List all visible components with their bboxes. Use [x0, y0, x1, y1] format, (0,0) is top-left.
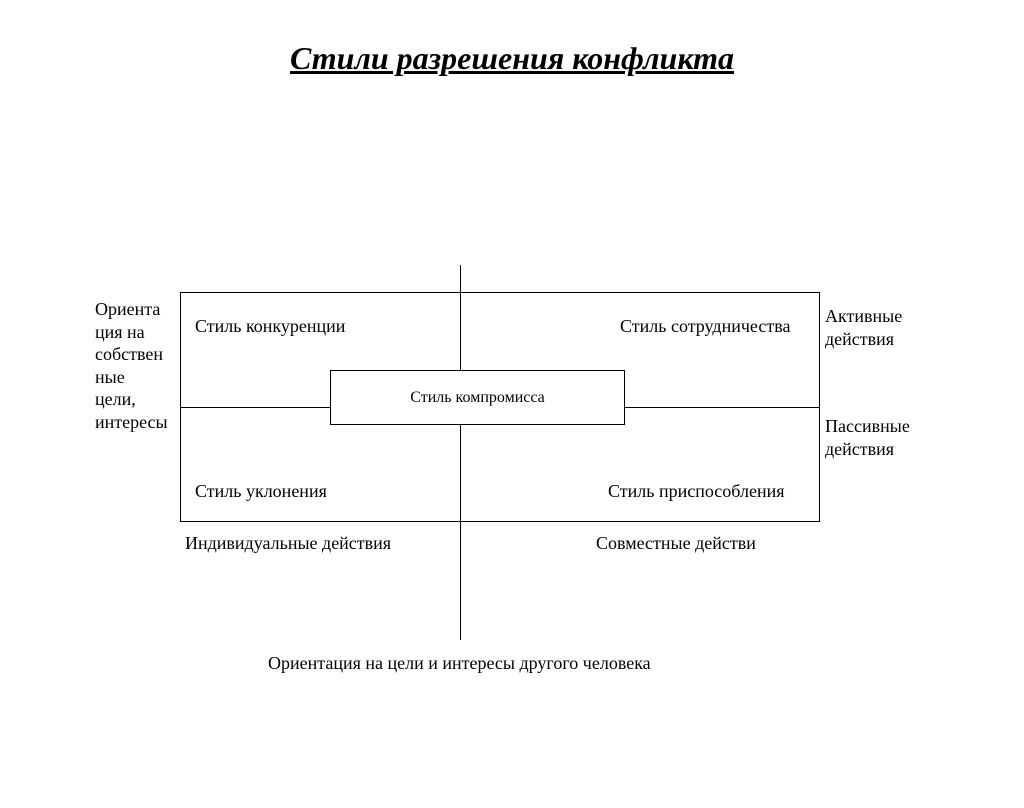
quadrant-top-left: Стиль конкуренции [195, 315, 345, 338]
quadrant-bottom-right: Стиль приспособления [608, 480, 785, 503]
grid-vertical-divider [460, 265, 461, 640]
conflict-styles-diagram: Стиль компромисса Стиль конкуренции Стил… [0, 40, 1024, 808]
quadrant-bottom-left: Стиль уклонения [195, 480, 327, 503]
outer-label-left: Ориента ция на собствен ные цели, интере… [95, 298, 180, 433]
outer-label-bottom-caption: Ориентация на цели и интересы другого че… [268, 652, 651, 675]
quadrant-top-right: Стиль сотрудничества [620, 315, 790, 338]
outer-label-bottom-left: Индивидуальные действия [185, 532, 391, 555]
outer-label-bottom-right: Совместные действи [596, 532, 756, 555]
outer-label-right-bottom: Пассивные действия [825, 415, 910, 460]
center-box: Стиль компромисса [330, 370, 625, 425]
center-box-label: Стиль компромисса [410, 389, 545, 407]
outer-label-right-top: Активные действия [825, 305, 902, 350]
